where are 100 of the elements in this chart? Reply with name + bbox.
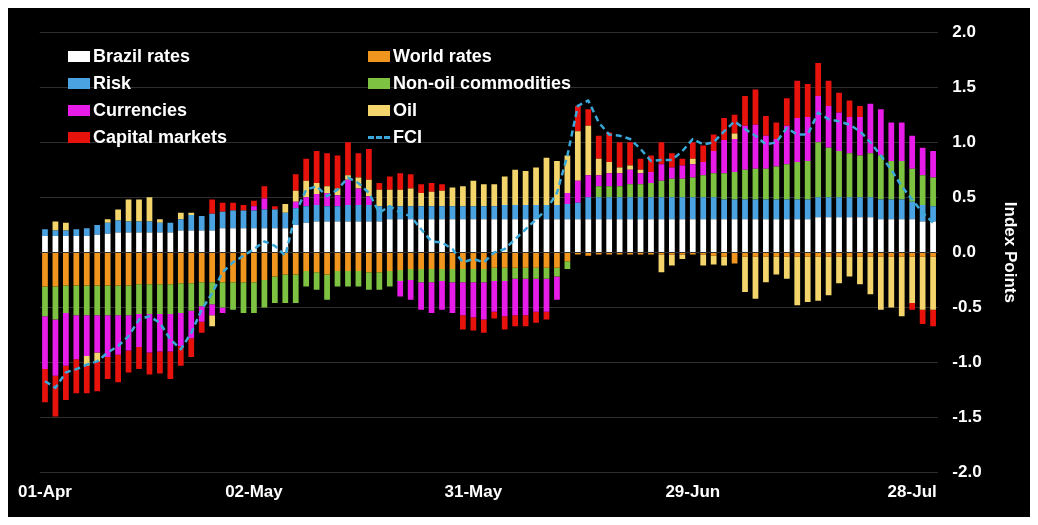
bar <box>742 252 748 257</box>
bar <box>418 219 424 252</box>
bar <box>157 314 163 352</box>
bar <box>877 219 884 252</box>
bar <box>188 214 195 231</box>
bar <box>606 162 613 174</box>
bar <box>501 205 508 220</box>
bar <box>616 197 623 220</box>
bar <box>480 319 487 333</box>
bar <box>167 314 174 352</box>
bar <box>52 230 59 236</box>
y-tick-label: 1.5 <box>952 76 976 96</box>
bar <box>407 174 414 189</box>
bar <box>230 210 236 229</box>
bar <box>679 197 686 220</box>
bar <box>491 311 498 319</box>
bar <box>157 232 163 252</box>
bar <box>230 202 236 211</box>
bar <box>345 205 351 222</box>
bar <box>104 233 111 252</box>
bar <box>313 151 320 184</box>
bar <box>721 199 727 220</box>
bar <box>783 164 790 200</box>
bar <box>313 252 320 273</box>
bar <box>94 234 101 252</box>
bar <box>460 268 466 283</box>
bar <box>752 252 759 257</box>
bar <box>470 317 477 331</box>
bar <box>303 222 310 252</box>
bar <box>83 252 90 286</box>
bar <box>292 274 299 304</box>
bar <box>42 369 48 403</box>
legend-label: Oil <box>393 99 418 121</box>
bar <box>533 205 539 220</box>
bar <box>115 220 121 233</box>
bar <box>585 252 592 256</box>
bar <box>209 315 216 327</box>
bar <box>292 201 299 209</box>
bar <box>888 252 895 257</box>
bar <box>606 219 613 252</box>
bar <box>376 189 383 207</box>
bar <box>836 197 842 218</box>
bar <box>251 210 257 229</box>
bar <box>585 125 592 176</box>
bar <box>63 312 69 366</box>
bar <box>94 315 101 353</box>
bar <box>460 282 466 316</box>
bar <box>763 135 769 169</box>
bar <box>397 219 404 252</box>
bar <box>877 109 884 156</box>
bar <box>439 281 445 310</box>
bar <box>42 316 48 370</box>
bar <box>919 309 926 324</box>
bar <box>679 219 686 252</box>
bar <box>470 282 477 318</box>
bar <box>710 134 717 152</box>
bar <box>648 197 654 220</box>
bar <box>83 365 90 394</box>
bar <box>480 184 487 207</box>
bar <box>627 169 633 185</box>
bar <box>898 256 905 317</box>
bar <box>470 252 477 269</box>
bar <box>271 276 278 304</box>
bar <box>825 252 832 257</box>
bar <box>815 197 822 218</box>
bar <box>386 189 393 207</box>
bar <box>888 256 895 308</box>
bar <box>115 354 121 383</box>
bar <box>470 219 477 252</box>
bar <box>554 161 560 206</box>
bar <box>710 252 717 256</box>
bar <box>930 221 936 252</box>
bar <box>616 142 623 168</box>
bar <box>731 133 738 139</box>
bar <box>470 180 477 207</box>
bar <box>898 252 905 257</box>
bar <box>345 221 351 252</box>
bar <box>157 351 163 374</box>
y-tick-label: 0.5 <box>952 187 976 207</box>
bar <box>616 167 623 174</box>
bar <box>177 252 184 284</box>
bar <box>418 268 424 283</box>
legend-label: FCI <box>393 126 422 148</box>
bar <box>783 98 790 126</box>
bar <box>627 219 633 252</box>
bar <box>721 173 727 200</box>
bar <box>460 186 466 207</box>
bar <box>251 200 257 207</box>
bar <box>251 252 257 283</box>
bar <box>136 252 142 285</box>
bar <box>282 274 289 304</box>
legend-label: Non-oil commodities <box>393 72 572 94</box>
bar <box>303 197 310 207</box>
bar <box>115 315 121 355</box>
bar <box>794 252 801 257</box>
bar <box>898 122 905 162</box>
bar <box>930 309 936 327</box>
bar <box>595 135 602 159</box>
bar <box>616 186 623 198</box>
bar <box>815 142 822 198</box>
